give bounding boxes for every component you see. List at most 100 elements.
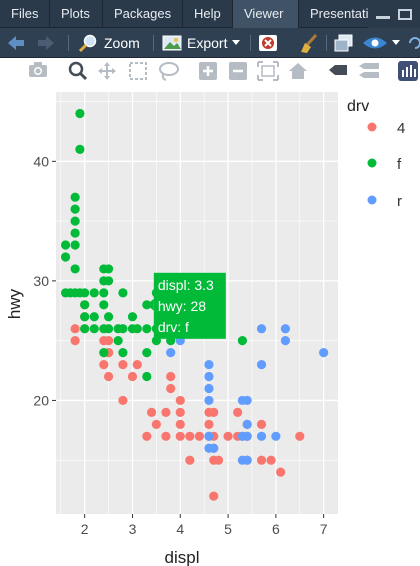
tab-viewer[interactable]: Viewer [233,0,299,28]
data-point-drv-f[interactable] [103,264,114,274]
data-point-drv-f[interactable] [75,108,85,119]
data-point-drv-f[interactable] [118,324,128,334]
tab-packages[interactable]: Packages [103,0,183,28]
publish-button[interactable] [360,28,406,58]
tab-presentation[interactable]: Presentatio [299,0,369,28]
data-point-drv-4[interactable] [127,371,138,382]
data-point-drv-r[interactable] [204,395,214,406]
data-point-drv-4[interactable] [99,359,109,370]
data-point-drv-4[interactable] [175,395,185,406]
data-point-drv-f[interactable] [103,276,114,286]
data-point-drv-r[interactable] [256,324,267,334]
data-point-drv-f[interactable] [142,324,152,334]
export-button[interactable]: Export [160,28,246,58]
data-point-drv-4[interactable] [166,371,176,382]
data-point-drv-f[interactable] [103,324,114,334]
data-point-drv-r[interactable] [237,395,248,406]
data-point-drv-4[interactable] [209,491,219,501]
data-point-drv-f[interactable] [75,144,85,154]
compare-hover-icon[interactable] [358,61,380,81]
data-point-drv-f[interactable] [70,228,80,238]
lasso-select-icon[interactable] [158,61,180,81]
data-point-drv-4[interactable] [295,431,305,441]
tab-plots[interactable]: Plots [50,0,103,28]
data-point-drv-r[interactable] [204,431,214,441]
legend-item-r[interactable]: r [367,193,403,210]
data-point-drv-r[interactable] [271,431,281,441]
zoom-out-icon[interactable] [228,61,248,81]
data-point-drv-4[interactable] [223,431,233,441]
data-point-drv-r[interactable] [204,383,214,394]
data-point-drv-4[interactable] [103,371,114,382]
data-point-drv-f[interactable] [80,288,90,298]
data-point-drv-4[interactable] [118,395,128,406]
broom-clear-icon[interactable] [298,32,320,54]
data-point-drv-f[interactable] [89,312,99,322]
data-point-drv-4[interactable] [118,359,128,370]
data-point-drv-4[interactable] [213,455,224,465]
data-point-drv-f[interactable] [60,240,71,250]
data-point-drv-4[interactable] [103,336,114,346]
data-point-drv-f[interactable] [60,252,71,262]
data-point-drv-f[interactable] [142,371,152,382]
data-point-drv-4[interactable] [233,407,243,417]
data-point-drv-r[interactable] [319,348,329,358]
data-point-drv-f[interactable] [99,288,109,298]
data-point-drv-4[interactable] [256,419,267,429]
data-point-drv-f[interactable] [70,216,80,226]
data-point-drv-r[interactable] [237,455,248,465]
data-point-drv-4[interactable] [142,431,152,441]
pan-arrows-icon[interactable] [97,61,117,81]
data-point-drv-4[interactable] [194,431,204,441]
data-point-drv-r[interactable] [204,371,214,382]
autoscale-icon[interactable] [257,61,279,81]
data-point-drv-4[interactable] [266,455,276,465]
data-point-drv-f[interactable] [80,300,90,310]
data-point-drv-r[interactable] [204,359,214,370]
data-point-drv-4[interactable] [161,407,171,417]
popout-window-icon[interactable] [334,34,354,52]
data-point-drv-r[interactable] [209,443,219,453]
data-point-drv-f[interactable] [70,204,80,214]
data-point-drv-4[interactable] [151,419,161,429]
data-point-drv-4[interactable] [175,419,185,429]
spike-lines-icon[interactable] [328,64,348,76]
data-point-drv-r[interactable] [242,419,252,429]
data-point-drv-4[interactable] [256,455,267,465]
data-point-drv-r[interactable] [280,336,291,346]
data-point-drv-r[interactable] [237,431,248,441]
home-reset-icon[interactable] [288,61,308,81]
legend-item-f[interactable]: f [367,156,403,173]
data-point-drv-4[interactable] [185,455,195,465]
data-point-drv-4[interactable] [175,407,185,417]
data-point-drv-f[interactable] [70,192,80,202]
data-point-drv-f[interactable] [89,324,99,334]
data-point-drv-4[interactable] [175,431,185,441]
camera-icon[interactable] [28,61,48,79]
data-point-drv-4[interactable] [132,359,142,370]
data-point-drv-4[interactable] [146,407,157,417]
data-point-drv-4[interactable] [204,419,214,429]
data-point-drv-f[interactable] [113,336,123,346]
plotly-logo-icon[interactable] [398,61,418,81]
data-point-drv-f[interactable] [80,312,90,322]
data-point-drv-4[interactable] [70,324,80,334]
refresh-icon[interactable] [408,36,420,50]
data-point-drv-4[interactable] [166,383,176,394]
data-point-drv-r[interactable] [256,359,267,370]
data-point-drv-f[interactable] [127,312,138,322]
data-point-drv-f[interactable] [70,240,80,250]
legend-item-4[interactable]: 4 [367,120,406,137]
forward-arrow-icon[interactable] [36,34,56,52]
maximize-pane-button[interactable] [398,9,412,20]
box-select-icon[interactable] [128,61,148,81]
data-point-drv-f[interactable] [132,324,142,334]
data-point-drv-f[interactable] [99,348,109,358]
zoom-button[interactable]: Zoom [76,28,148,58]
data-point-drv-f[interactable] [118,288,128,298]
data-point-drv-f[interactable] [142,348,152,358]
data-point-drv-r[interactable] [280,324,291,334]
data-point-drv-4[interactable] [185,431,195,441]
zoom-in-icon[interactable] [198,61,218,81]
data-point-drv-f[interactable] [142,300,152,310]
